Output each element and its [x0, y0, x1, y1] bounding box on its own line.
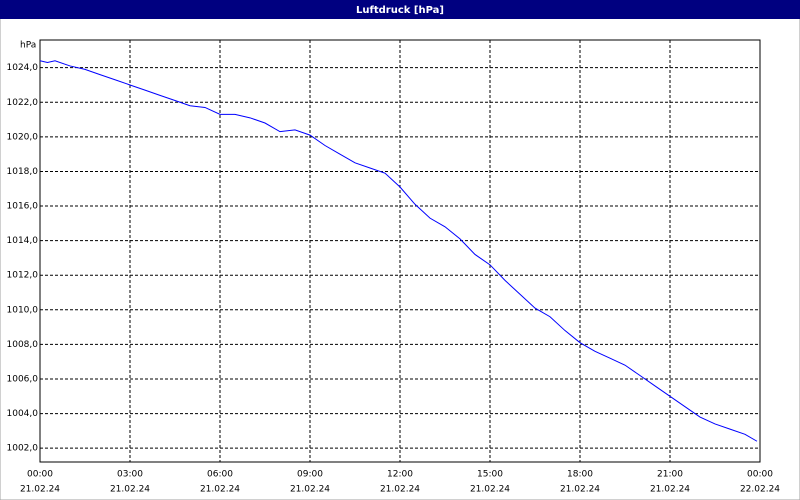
x-tick-date: 21.02.24	[20, 485, 60, 495]
x-tick-label: 00:00	[27, 470, 53, 480]
y-tick-label: 1024,0	[7, 63, 39, 73]
y-tick-label: 1008,0	[7, 340, 39, 350]
x-tick-date: 21.02.24	[380, 485, 420, 495]
x-tick-date: 21.02.24	[560, 485, 600, 495]
x-tick-date: 21.02.24	[290, 485, 330, 495]
y-tick-label: 1018,0	[7, 167, 39, 177]
x-tick-label: 06:00	[207, 470, 233, 480]
x-tick-date: 21.02.24	[470, 485, 510, 495]
x-tick-date: 21.02.24	[110, 485, 150, 495]
x-tick-label: 12:00	[387, 470, 413, 480]
y-tick-label: 1020,0	[7, 132, 39, 142]
data-line	[39, 60, 758, 442]
title-bar	[0, 0, 800, 19]
y-tick-label: 1016,0	[7, 202, 39, 212]
x-tick-label: 09:00	[297, 470, 323, 480]
y-tick-label: 1006,0	[7, 374, 39, 384]
x-tick-date: 22.02.24	[740, 485, 780, 495]
y-tick-label: 1022,0	[7, 98, 39, 108]
chart-title: Luftdruck [hPa]	[356, 5, 444, 16]
x-tick-label: 21:00	[657, 470, 683, 480]
y-tick-label: 1014,0	[7, 236, 39, 246]
y-tick-label: 1002,0	[7, 444, 39, 454]
x-tick-label: 00:00	[747, 470, 773, 480]
y-tick-label: 1004,0	[7, 409, 39, 419]
y-tick-label: 1010,0	[7, 305, 39, 315]
y-tick-label: 1012,0	[7, 271, 39, 281]
x-tick-label: 15:00	[477, 470, 503, 480]
x-tick-label: 18:00	[567, 470, 593, 480]
y-unit: hPa	[20, 41, 36, 51]
x-tick-label: 03:00	[117, 470, 143, 480]
x-tick-date: 21.02.24	[650, 485, 690, 495]
x-tick-date: 21.02.24	[200, 485, 240, 495]
